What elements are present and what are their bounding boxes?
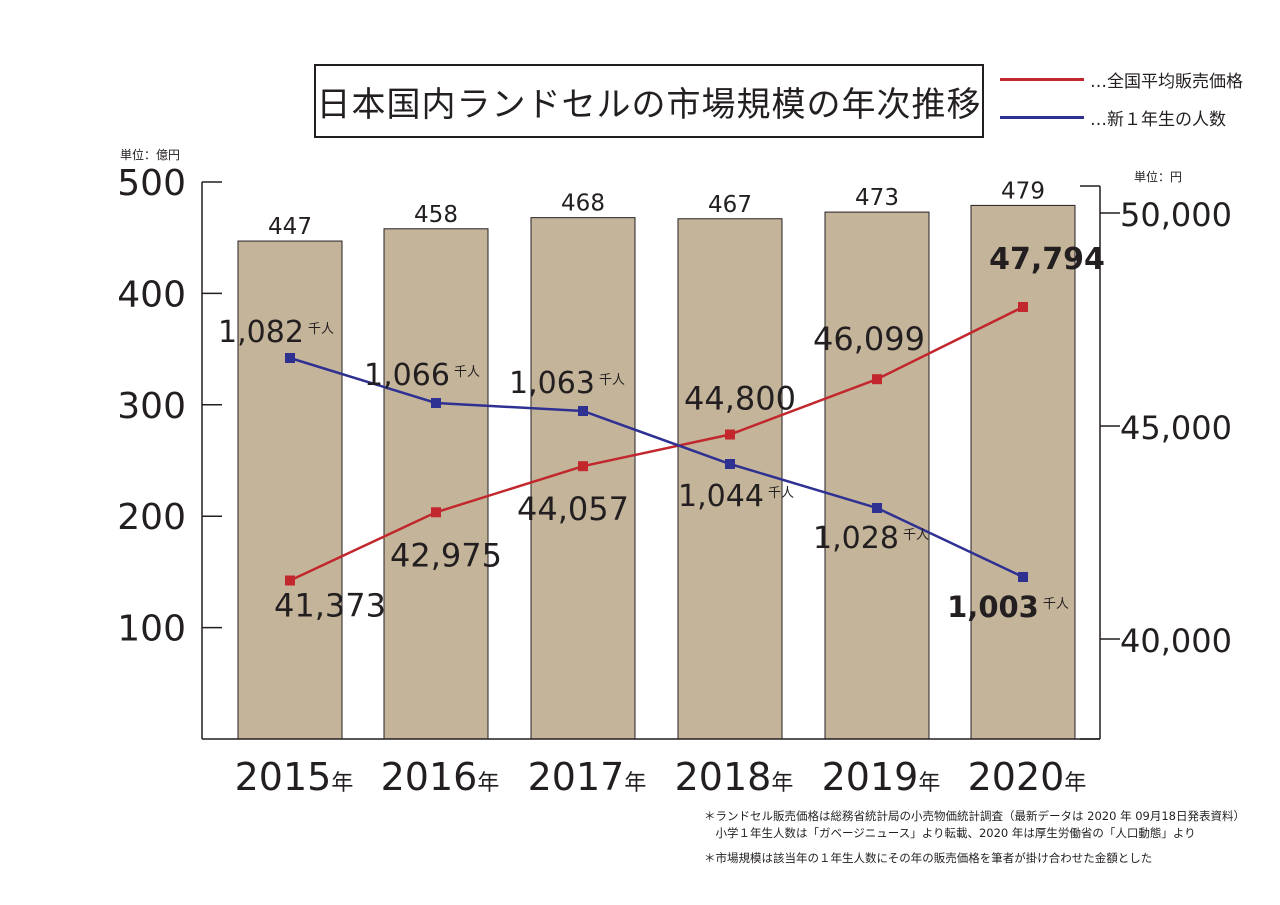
footnote-3: ＊市場規模は該当年の１年生人数にその年の販売価格を筆者が掛け合わせた金額とした [704,851,1153,865]
students-label-2020: 1,003 千人 [947,590,1069,624]
price-point-2019 [872,374,882,385]
bar-2019 [824,211,930,740]
legend-label-students: …新１年生の人数 [1090,109,1226,130]
price-point-2015 [285,575,295,586]
bar-label-2019: 473 [855,185,899,211]
students-line [289,356,1024,579]
bar-2015 [237,240,343,740]
right-tick-label-40000: 40,000 [1120,622,1232,660]
students-label-2019: 1,028 千人 [813,521,929,556]
left-tick-label-200: 200 [117,497,186,538]
price-point-2017 [578,461,588,472]
students-label-2016: 1,066 千人 [364,358,480,393]
price-label-2020: 47,794 [989,242,1105,277]
legend-item-price: …全国平均販売価格 [1000,60,1243,98]
price-point-2016 [431,507,441,518]
price-label-2018: 44,800 [684,380,796,418]
students-point-2016 [431,398,441,408]
x-tick-label-2015: 2015年 [235,755,354,799]
bar-label-2020: 479 [1001,178,1045,204]
x-tick-label-2020: 2020年 [968,755,1087,799]
x-tick-label-2019: 2019年 [822,755,941,799]
bar-label-2017: 468 [561,191,605,217]
footnote-2: 小学１年生人数は「ガベージニュース」より転載、2020 年は厚生労働省の「人口動… [704,826,1196,840]
price-line [289,305,1024,582]
bar-label-2018: 467 [708,192,752,218]
students-label-2018: 1,044 千人 [678,479,794,514]
left-tick-label-100: 100 [117,609,186,650]
left-axis-unit: 単位：億円 [120,148,181,162]
bar-label-2016: 458 [414,202,458,228]
legend-swatch-price [1000,77,1084,81]
price-label-2016: 42,975 [390,536,502,574]
chart-title-box: 日本国内ランドセルの市場規模の年次推移 [314,64,984,138]
students-point-2019 [872,503,882,513]
students-point-2015 [285,353,295,363]
bar-2016 [383,228,489,740]
price-label-2017: 44,057 [517,490,629,528]
x-tick-label-2016: 2016年 [381,755,500,799]
students-point-2017 [578,406,588,416]
legend-swatch-students [1000,115,1084,119]
right-tick-label-45000: 45,000 [1120,409,1232,447]
right-tick-label-50000: 50,000 [1120,196,1232,234]
students-label-2017: 1,063 千人 [509,366,625,401]
bar-2020 [970,204,1076,740]
bar-label-2015: 447 [268,214,312,240]
legend-label-price: …全国平均販売価格 [1090,71,1243,92]
left-tick-label-300: 300 [117,386,186,427]
legend: …全国平均販売価格 …新１年生の人数 [1000,60,1243,136]
x-tick-label-2017: 2017年 [528,755,647,799]
students-point-2020 [1018,572,1028,582]
chart-title: 日本国内ランドセルの市場規模の年次推移 [316,84,982,125]
price-point-2020 [1018,301,1028,312]
students-point-2018 [725,459,735,469]
footnote-1: ＊ランドセル販売価格は総務省統計局の小売物価統計調査（最新データは 2020 年… [704,809,1245,823]
legend-item-students: …新１年生の人数 [1000,98,1243,136]
x-tick-label-2018: 2018年 [675,755,794,799]
students-label-2015: 1,082 千人 [218,315,334,350]
left-tick-label-500: 500 [117,163,186,204]
price-label-2019: 46,099 [813,320,925,358]
right-axis-unit: 単位：円 [1134,170,1183,184]
footnotes: ＊ランドセル販売価格は総務省統計局の小売物価統計調査（最新データは 2020 年… [704,808,1245,867]
price-label-2015: 41,373 [274,587,386,625]
price-point-2018 [725,429,735,440]
left-tick-label-400: 400 [117,274,186,315]
